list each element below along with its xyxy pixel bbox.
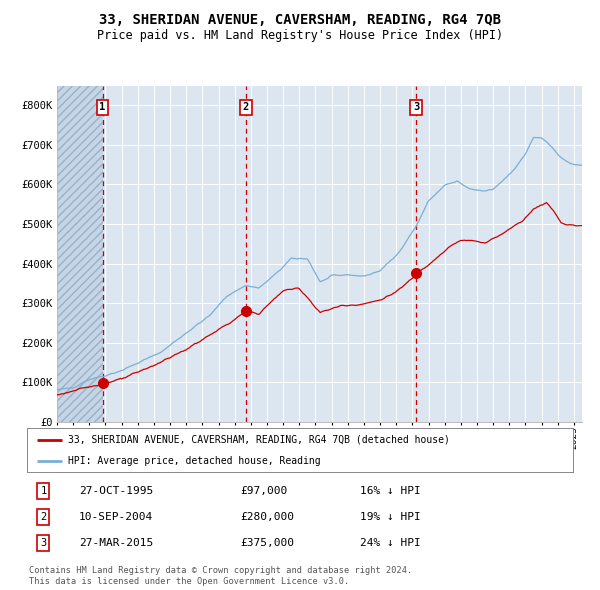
Text: This data is licensed under the Open Government Licence v3.0.: This data is licensed under the Open Gov… (29, 577, 349, 586)
Text: 10-SEP-2004: 10-SEP-2004 (79, 512, 153, 522)
Bar (57, 86, 103, 422)
Text: 3: 3 (40, 538, 47, 548)
Text: 1: 1 (100, 103, 106, 113)
Text: 1: 1 (40, 486, 47, 496)
Text: £280,000: £280,000 (240, 512, 294, 522)
Text: 2: 2 (40, 512, 47, 522)
Text: Price paid vs. HM Land Registry's House Price Index (HPI): Price paid vs. HM Land Registry's House … (97, 30, 503, 42)
Text: 33, SHERIDAN AVENUE, CAVERSHAM, READING, RG4 7QB: 33, SHERIDAN AVENUE, CAVERSHAM, READING,… (99, 13, 501, 27)
Text: Contains HM Land Registry data © Crown copyright and database right 2024.: Contains HM Land Registry data © Crown c… (29, 566, 412, 575)
Text: 33, SHERIDAN AVENUE, CAVERSHAM, READING, RG4 7QB (detached house): 33, SHERIDAN AVENUE, CAVERSHAM, READING,… (68, 435, 450, 445)
Text: 27-MAR-2015: 27-MAR-2015 (79, 538, 153, 548)
Text: £97,000: £97,000 (240, 486, 287, 496)
Text: 16% ↓ HPI: 16% ↓ HPI (360, 486, 421, 496)
Text: HPI: Average price, detached house, Reading: HPI: Average price, detached house, Read… (68, 456, 320, 466)
Text: £375,000: £375,000 (240, 538, 294, 548)
Text: 27-OCT-1995: 27-OCT-1995 (79, 486, 153, 496)
Text: 3: 3 (413, 103, 419, 113)
Text: 19% ↓ HPI: 19% ↓ HPI (360, 512, 421, 522)
Text: 24% ↓ HPI: 24% ↓ HPI (360, 538, 421, 548)
Text: 2: 2 (243, 103, 249, 113)
